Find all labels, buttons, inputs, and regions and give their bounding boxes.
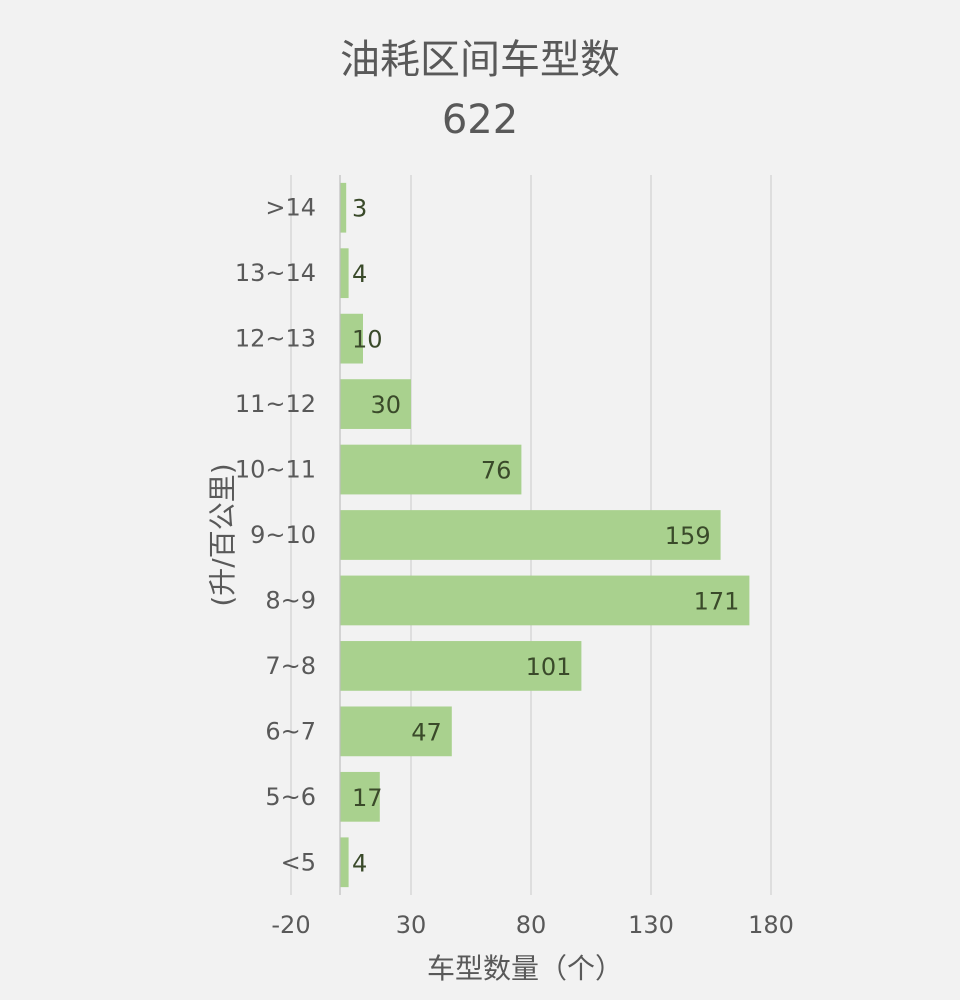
y-category-label: 10~11 xyxy=(235,456,316,484)
bar xyxy=(340,248,349,299)
chart-subtitle: 622 xyxy=(441,97,519,143)
bar xyxy=(340,444,522,495)
data-label: 3 xyxy=(352,195,367,223)
bar xyxy=(340,641,582,691)
y-category-label: 13~14 xyxy=(235,259,316,287)
data-label: 17 xyxy=(352,784,383,812)
data-label: 171 xyxy=(694,587,740,615)
bar xyxy=(340,510,721,560)
y-category-label: <5 xyxy=(281,848,316,876)
data-label: 30 xyxy=(370,391,401,419)
bar xyxy=(340,313,363,364)
y-axis-title: (升/百公里) xyxy=(206,463,239,606)
labels: -20 30 80 130 180 >14 3 13~14 4 12~13 10 11~12 30 10~… xyxy=(235,194,794,939)
data-label: 159 xyxy=(665,522,711,550)
y-category-label: 5~6 xyxy=(265,783,316,811)
y-category-label: 9~10 xyxy=(250,521,316,549)
bar xyxy=(340,706,452,757)
y-category-label: 7~8 xyxy=(265,652,316,680)
chart-title: 油耗区间车型数 xyxy=(340,37,620,83)
y-category-label: 8~9 xyxy=(265,586,316,614)
x-tick-label: 130 xyxy=(628,911,674,939)
y-category-label: 11~12 xyxy=(235,390,316,418)
y-category-label: 12~13 xyxy=(235,325,316,353)
x-tick-label: 180 xyxy=(748,911,794,939)
y-category-label: >14 xyxy=(265,194,316,222)
data-label: 76 xyxy=(481,457,512,485)
data-label: 10 xyxy=(352,326,383,354)
bar xyxy=(340,837,349,888)
data-label: 4 xyxy=(352,849,367,877)
data-label: 4 xyxy=(352,260,367,288)
x-tick-label: 30 xyxy=(396,911,427,939)
bars xyxy=(340,182,750,888)
data-label: 101 xyxy=(526,653,572,681)
bar xyxy=(340,182,347,233)
data-label: 47 xyxy=(411,718,442,746)
x-axis-title: 车型数量（个） xyxy=(427,952,623,985)
x-tick-label: -20 xyxy=(271,911,310,939)
bar xyxy=(340,575,750,626)
x-tick-label: 80 xyxy=(516,911,547,939)
bar xyxy=(340,379,411,429)
y-category-label: 6~7 xyxy=(265,717,316,745)
bar xyxy=(340,771,380,822)
